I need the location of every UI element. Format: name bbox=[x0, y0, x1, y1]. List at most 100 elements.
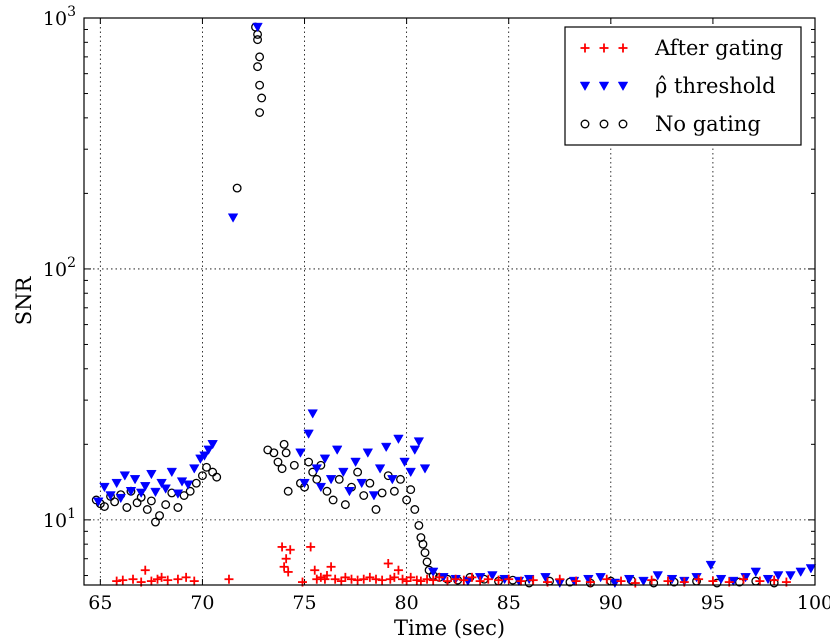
data-point bbox=[377, 488, 387, 498]
data-point bbox=[191, 478, 201, 488]
data-point bbox=[385, 574, 395, 584]
x-tick-label: 70 bbox=[190, 592, 214, 614]
data-point bbox=[422, 574, 432, 584]
data-point bbox=[326, 562, 336, 572]
data-point bbox=[146, 576, 156, 586]
data-point bbox=[257, 93, 267, 103]
data-point bbox=[105, 491, 116, 501]
data-point bbox=[312, 474, 322, 484]
data-point bbox=[99, 482, 110, 493]
data-point bbox=[442, 576, 452, 586]
data-point bbox=[409, 445, 421, 455]
data-point bbox=[359, 574, 369, 584]
data-point bbox=[150, 487, 161, 498]
x-tick-label: 95 bbox=[701, 592, 725, 614]
data-point bbox=[151, 517, 160, 527]
data-point bbox=[203, 445, 214, 455]
data-point bbox=[269, 448, 279, 458]
data-point bbox=[289, 460, 299, 470]
data-point bbox=[406, 485, 416, 495]
data-point bbox=[161, 500, 171, 510]
data-point bbox=[295, 448, 306, 458]
data-point bbox=[189, 576, 199, 586]
data-point bbox=[494, 575, 504, 585]
data-point bbox=[189, 464, 200, 474]
data-point bbox=[371, 505, 381, 514]
data-point bbox=[389, 486, 399, 496]
data-point bbox=[663, 576, 673, 586]
data-point bbox=[380, 442, 392, 453]
legend-marker bbox=[617, 81, 629, 92]
data-point bbox=[110, 497, 120, 507]
data-point bbox=[374, 464, 386, 474]
data-point bbox=[179, 491, 189, 500]
data-point bbox=[255, 52, 265, 62]
data-point bbox=[283, 486, 293, 496]
data-point bbox=[785, 571, 796, 581]
data-point bbox=[316, 572, 326, 582]
data-point bbox=[281, 554, 291, 564]
data-point bbox=[595, 573, 606, 583]
data-point bbox=[277, 542, 287, 552]
data-point bbox=[393, 434, 404, 445]
data-point bbox=[273, 457, 283, 467]
data-point bbox=[652, 571, 664, 581]
data-point bbox=[173, 574, 183, 584]
data-point bbox=[377, 575, 387, 585]
legend: After gating ρ̂ threshold No gating bbox=[564, 26, 802, 146]
data-point bbox=[528, 575, 538, 585]
data-point bbox=[155, 511, 165, 521]
data-point bbox=[142, 505, 152, 514]
data-point bbox=[402, 495, 412, 505]
legend-marker bbox=[618, 43, 628, 53]
data-point bbox=[311, 464, 323, 474]
y-tick-label: 103 bbox=[43, 4, 76, 30]
data-point bbox=[419, 464, 431, 474]
x-tick-label: 85 bbox=[497, 592, 521, 614]
data-point bbox=[322, 486, 332, 496]
data-point bbox=[322, 571, 332, 581]
data-point bbox=[340, 500, 350, 510]
data-point bbox=[694, 574, 704, 584]
data-point bbox=[555, 574, 565, 584]
data-point bbox=[422, 557, 432, 567]
data-point bbox=[93, 497, 104, 507]
data-point bbox=[157, 572, 167, 582]
data-point bbox=[307, 409, 318, 419]
data-point bbox=[365, 572, 375, 582]
data-point bbox=[166, 467, 178, 478]
data-point bbox=[383, 558, 393, 568]
data-point bbox=[412, 575, 422, 585]
data-point bbox=[285, 545, 295, 555]
data-point bbox=[299, 478, 310, 489]
data-point bbox=[715, 574, 727, 585]
data-point bbox=[344, 487, 355, 497]
data-point bbox=[153, 574, 163, 584]
data-point bbox=[410, 505, 420, 514]
data-point bbox=[368, 491, 380, 501]
data-point bbox=[212, 472, 222, 482]
data-point bbox=[739, 574, 749, 584]
data-point bbox=[405, 467, 416, 478]
data-point bbox=[475, 576, 485, 586]
data-point bbox=[413, 437, 425, 447]
data-point bbox=[252, 22, 263, 33]
data-point bbox=[359, 491, 369, 500]
data-point bbox=[416, 576, 426, 586]
series-plus bbox=[112, 542, 791, 588]
data-point bbox=[346, 574, 356, 584]
data-point bbox=[119, 471, 131, 481]
data-point bbox=[129, 475, 141, 485]
data-point bbox=[207, 440, 218, 450]
data-point bbox=[356, 478, 367, 489]
y-axis-label: SNR bbox=[12, 276, 36, 326]
data-point bbox=[399, 457, 410, 468]
data-point bbox=[132, 498, 142, 508]
data-point bbox=[487, 571, 498, 581]
x-tick-label: 90 bbox=[599, 592, 623, 614]
data-point bbox=[396, 474, 405, 484]
data-point bbox=[197, 471, 207, 481]
data-point bbox=[325, 475, 337, 485]
data-point bbox=[227, 213, 239, 223]
data-point bbox=[420, 548, 430, 558]
